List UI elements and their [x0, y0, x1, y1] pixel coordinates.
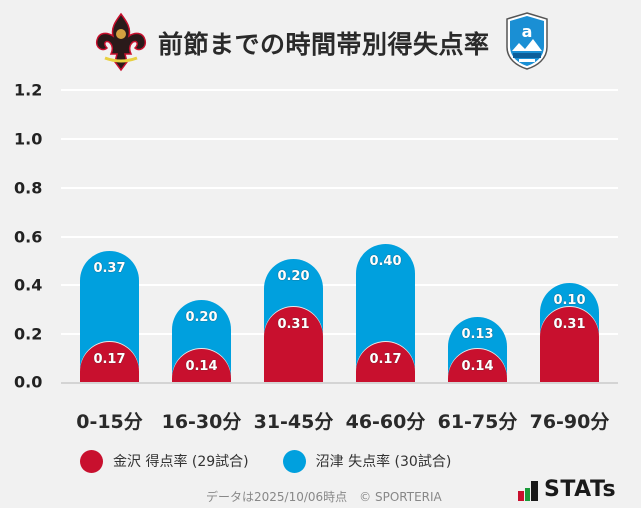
gridline-0.2	[61, 333, 618, 335]
bar-group[interactable]: 0.20 0.31	[264, 258, 323, 383]
stats-brand-logo: STATs	[518, 479, 616, 501]
legend-item-kanazawa[interactable]: 金沢 得点率 (29試合)	[80, 449, 249, 473]
value-label: 0.14	[185, 358, 218, 374]
value-label: 0.17	[369, 351, 402, 367]
y-tick: 1.0	[14, 129, 43, 149]
data-source-note: データは2025/10/06時点 © SPORTERIA	[206, 490, 442, 504]
gridline-0.6	[61, 236, 618, 238]
bar-group[interactable]: 0.10 0.31	[540, 282, 599, 383]
x-axis-baseline	[61, 382, 618, 384]
bar-group[interactable]: 0.37 0.17	[80, 251, 139, 383]
gridline-0.4	[61, 284, 618, 286]
chart-title: 前節までの時間帯別得失点率	[158, 30, 490, 59]
bar-group[interactable]: 0.20 0.14	[172, 300, 231, 383]
stats-bars-icon	[518, 481, 538, 501]
y-tick: 0.4	[14, 275, 43, 295]
svg-text:a: a	[522, 22, 533, 41]
bar-segment-kanazawa[interactable]: 0.31	[540, 307, 599, 383]
gridline-0.8	[61, 187, 618, 189]
value-label: 0.40	[369, 253, 402, 269]
gridline-1.2	[61, 89, 618, 91]
stacked-bar-chart: 1.2 1.0 0.8 0.6 0.4 0.2 0.0 0.37 0.17 0.20…	[0, 80, 641, 400]
value-label: 0.37	[93, 261, 126, 277]
legend-label: 金沢 得点率 (29試合)	[113, 454, 249, 470]
stats-brand-text: STATs	[544, 477, 617, 502]
x-axis-label: 46-60分	[345, 411, 426, 433]
value-label: 0.20	[185, 310, 218, 326]
y-tick: 0.0	[14, 372, 43, 392]
value-label: 0.31	[553, 317, 586, 333]
legend-item-numazu[interactable]: 沼津 失点率 (30試合)	[282, 449, 452, 473]
gridline-1.0	[61, 138, 618, 140]
value-label: 0.14	[461, 358, 494, 374]
y-tick: 0.6	[14, 227, 43, 247]
x-axis-label: 76-90分	[529, 411, 610, 433]
y-tick: 1.2	[14, 80, 43, 100]
bar-segment-kanazawa[interactable]: 0.31	[264, 307, 323, 383]
y-tick: 0.2	[14, 324, 43, 344]
chart-header: 前節までの時間帯別得失点率 a	[0, 0, 641, 80]
x-axis-label: 61-75分	[437, 411, 518, 433]
legend-dot-red-icon	[80, 449, 103, 473]
bar-group[interactable]: 0.13 0.14	[448, 317, 507, 383]
value-label: 0.31	[277, 317, 310, 333]
value-label: 0.13	[461, 327, 494, 343]
kanazawa-crest-icon	[95, 12, 147, 72]
x-axis-label: 16-30分	[161, 411, 242, 433]
legend: 金沢 得点率 (29試合) 沼津 失点率 (30試合)	[80, 449, 485, 473]
value-label: 0.10	[553, 292, 586, 308]
numazu-crest-icon: a	[506, 12, 548, 70]
x-axis-label: 31-45分	[253, 411, 334, 433]
y-tick: 0.8	[14, 178, 43, 198]
legend-dot-blue-icon	[282, 449, 306, 473]
value-label: 0.17	[93, 351, 126, 367]
value-label: 0.20	[277, 268, 310, 284]
legend-label: 沼津 失点率 (30試合)	[315, 454, 452, 470]
x-axis-label: 0-15分	[76, 411, 143, 433]
bar-group[interactable]: 0.40 0.17	[356, 243, 415, 383]
